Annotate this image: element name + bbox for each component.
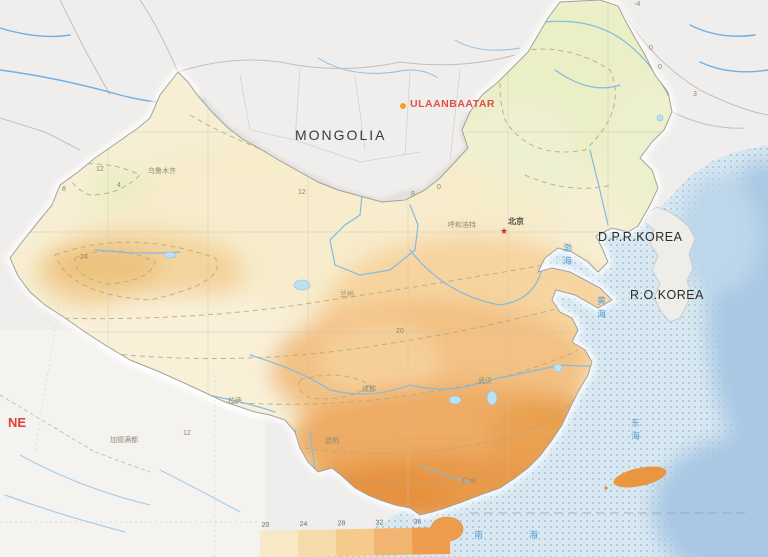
label-city-lanzhou: 兰州	[340, 291, 354, 298]
mongolia-province-borders	[239, 67, 461, 163]
legend-tick: 36	[413, 518, 422, 526]
taiwan-island	[613, 466, 667, 488]
mongolia-rivers	[317, 39, 521, 79]
isoline-value: -4	[634, 1, 641, 8]
isoline-value: 12	[298, 189, 306, 196]
isoline-value: 0	[649, 45, 653, 52]
isoline-value: 0	[437, 184, 441, 191]
legend-swatch	[373, 527, 413, 556]
isoline-value: 4	[117, 182, 121, 189]
label-city-kunming: 昆明	[325, 438, 339, 445]
label-city-urumqi: 乌鲁木齐	[148, 168, 176, 175]
legend-tick: 24	[299, 520, 308, 529]
legend-swatch	[259, 530, 299, 557]
india-rivers	[4, 454, 241, 533]
isoline-value: 8	[62, 186, 66, 193]
label-dprk: D.P.R.KOREA	[598, 230, 683, 244]
label-city-guangzhou: 广州	[462, 478, 476, 485]
label-city-wuhan: 武汉	[478, 378, 492, 385]
label-city-chengdu: 成都	[362, 386, 376, 393]
label-yellow-sea: 黄海	[596, 296, 606, 322]
lakes	[163, 114, 664, 406]
south-asia-borders	[0, 394, 151, 473]
beijing-star-icon: ★	[500, 226, 509, 236]
isoline-value: 12	[183, 430, 191, 437]
legend-tick: 32	[375, 519, 384, 527]
label-rok: R.O.KOREA	[630, 288, 704, 302]
isoline-value: 3	[693, 91, 697, 98]
isoline-value: 8	[411, 191, 415, 198]
legend-colorbar: 20 24 28 32 36	[259, 519, 451, 557]
isoline-value: 20	[396, 328, 404, 335]
isoline-value: 12	[96, 166, 104, 173]
capital-dot-ulaanbaatar	[400, 103, 406, 109]
legend-tick: 20	[261, 521, 270, 529]
label-city-kathmandu: 加德满都	[110, 437, 138, 444]
legend-swatch	[411, 527, 451, 555]
sea-graticule	[0, 299, 258, 557]
penghu-island	[604, 486, 608, 490]
label-city-lhasa: 拉萨	[228, 398, 242, 405]
deep-sea-bands	[653, 160, 768, 557]
label-south-china-sea: 南海	[474, 530, 585, 540]
isoline-value: 24	[80, 254, 88, 261]
legend-tick: 28	[337, 520, 346, 528]
label-ulaanbaatar: ULAANBAATAR	[410, 98, 496, 110]
label-nepal-partial: NE	[8, 415, 27, 430]
label-beijing: 北京	[508, 217, 524, 226]
label-city-hohhot: 呼和浩特	[448, 222, 476, 229]
label-east-china-sea: 东海	[630, 418, 640, 444]
legend-swatch	[297, 529, 337, 557]
isoline-value: 0	[658, 64, 662, 71]
label-bohai-sea: 渤海	[562, 243, 572, 269]
label-mongolia: MONGOLIA	[295, 127, 387, 143]
legend-swatch	[335, 528, 375, 557]
